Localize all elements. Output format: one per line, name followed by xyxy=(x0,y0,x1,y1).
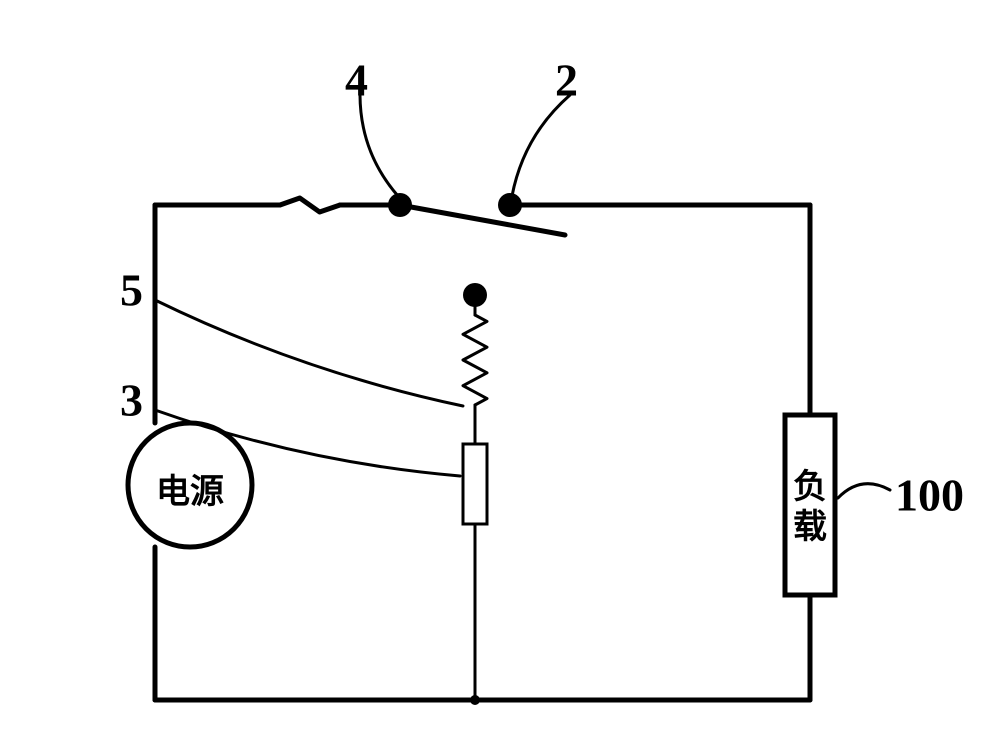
svg-text:4: 4 xyxy=(345,55,368,106)
svg-text:5: 5 xyxy=(120,265,143,316)
svg-text:电源: 电源 xyxy=(156,473,224,511)
svg-text:2: 2 xyxy=(555,55,578,106)
switch-symbol xyxy=(388,193,585,235)
svg-text:载: 载 xyxy=(793,508,827,546)
mid-branch xyxy=(463,283,487,705)
svg-text:100: 100 xyxy=(895,470,964,521)
leader-lines xyxy=(155,95,890,498)
svg-text:3: 3 xyxy=(120,375,143,426)
svg-text:负: 负 xyxy=(793,468,827,506)
fuse-symbol xyxy=(280,198,340,212)
